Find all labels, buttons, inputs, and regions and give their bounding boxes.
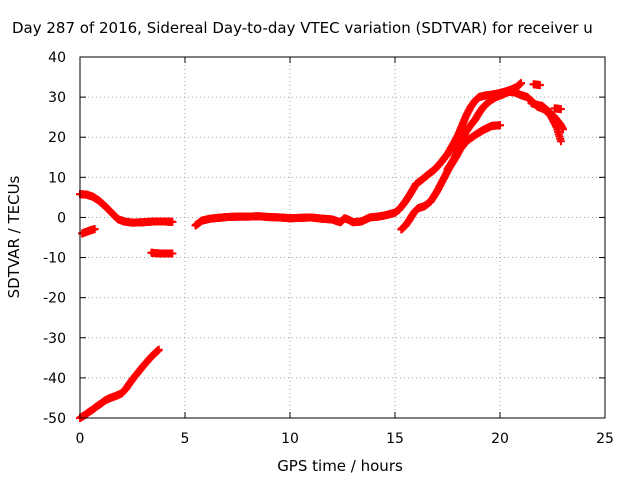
data-layer — [76, 79, 567, 422]
x-tick-label: 0 — [76, 431, 85, 447]
y-axis-label: SDTVAR / TECUs — [5, 175, 23, 298]
y-tick-label: 0 — [57, 210, 66, 226]
y-tick-label: 30 — [48, 90, 66, 106]
data-point — [556, 105, 565, 114]
data-point — [559, 125, 567, 134]
data-point — [168, 217, 177, 226]
data-point — [90, 225, 99, 234]
data-point — [535, 81, 544, 90]
x-tick-label: 15 — [386, 431, 404, 447]
grid-layer — [80, 57, 605, 418]
data-point — [154, 345, 163, 354]
y-tick-label: 10 — [48, 170, 66, 186]
y-tick-label: -10 — [43, 251, 66, 267]
y-tick-label: 40 — [48, 50, 66, 66]
y-tick-label: 20 — [48, 130, 66, 146]
x-axis-label: GPS time / hours — [277, 457, 403, 475]
y-tick-label: -50 — [43, 411, 66, 427]
data-point — [517, 79, 525, 88]
x-tick-label: 10 — [281, 431, 299, 447]
tick-layer: 0 5 10 15 20 25 -50 -40 -30 -20 -10 0 10 20 30 40 — [43, 50, 614, 447]
chart-title: Day 287 of 2016, Sidereal Day-to-day VTE… — [12, 19, 593, 37]
data-point — [168, 249, 177, 258]
plot-area-frame — [79, 56, 606, 419]
data-point — [496, 121, 504, 130]
y-tick-label: -20 — [43, 291, 66, 307]
y-tick-label: -30 — [43, 331, 66, 347]
data-point — [556, 137, 565, 146]
y-tick-label: -40 — [43, 371, 66, 387]
x-tick-label: 20 — [491, 431, 509, 447]
x-tick-label: 5 — [181, 431, 190, 447]
x-tick-label: 25 — [596, 431, 614, 447]
